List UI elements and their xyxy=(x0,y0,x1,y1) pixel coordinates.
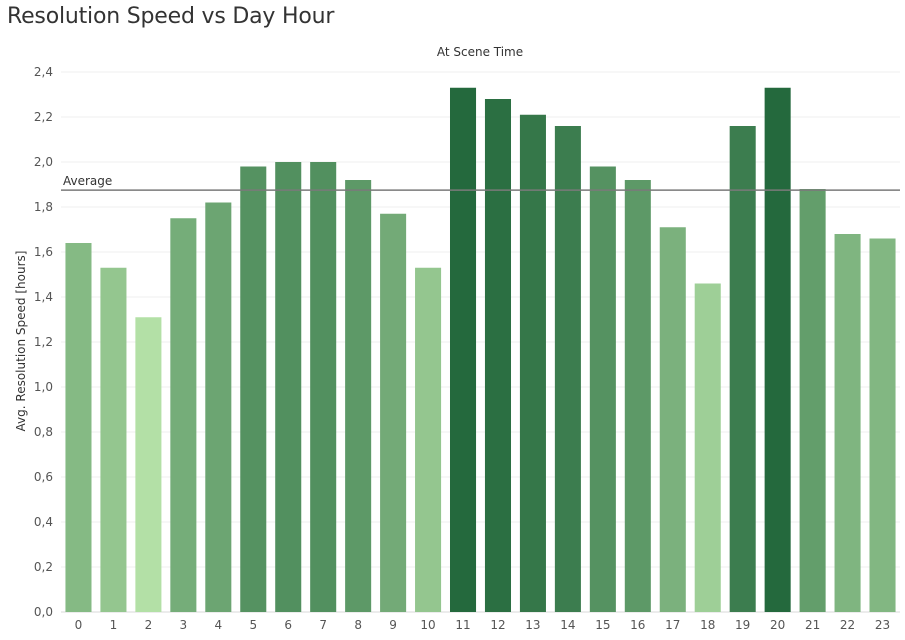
x-tick-label: 15 xyxy=(595,618,610,632)
x-tick-label: 4 xyxy=(214,618,222,632)
x-tick-label: 12 xyxy=(490,618,505,632)
bars xyxy=(65,87,896,613)
bar[interactable] xyxy=(415,267,442,612)
x-tick-label: 1 xyxy=(110,618,118,632)
bar[interactable] xyxy=(729,126,756,612)
bar[interactable] xyxy=(275,162,302,612)
y-axis-ticks: 0,0 0,2 0,4 0,6 0,8 1,0 1,2 1,4 1,6 1,8 2,0 2,2 2,4 xyxy=(34,65,53,619)
x-tick-label: 23 xyxy=(875,618,890,632)
x-tick-label: 8 xyxy=(354,618,362,632)
bar[interactable] xyxy=(484,99,512,612)
bar[interactable] xyxy=(345,180,372,612)
x-tick-label: 22 xyxy=(840,618,855,632)
x-axis-ticks: 0 1 2 3 4 5 6 7 8 9 10 11 12 13 14 15 16 17 18 19 20 21 22 23 xyxy=(75,618,891,632)
x-tick-label: 13 xyxy=(525,618,540,632)
bar[interactable] xyxy=(65,243,92,612)
y-tick-label: 0,8 xyxy=(34,425,53,439)
y-tick-label: 0,2 xyxy=(34,560,53,574)
x-tick-label: 3 xyxy=(180,618,188,632)
x-tick-label: 16 xyxy=(630,618,645,632)
chart-subtitle: At Scene Time xyxy=(437,45,523,59)
chart-title: Resolution Speed vs Day Hour xyxy=(7,4,335,29)
bar[interactable] xyxy=(449,87,477,612)
bar[interactable] xyxy=(100,267,127,612)
x-tick-label: 2 xyxy=(145,618,153,632)
y-tick-label: 2,0 xyxy=(34,155,53,169)
bar[interactable] xyxy=(310,162,337,612)
bar[interactable] xyxy=(205,202,232,613)
y-tick-label: 1,4 xyxy=(34,290,53,304)
bar[interactable] xyxy=(624,180,651,612)
y-tick-label: 1,2 xyxy=(34,335,53,349)
bar[interactable] xyxy=(589,166,616,613)
y-tick-label: 0,0 xyxy=(34,605,53,619)
x-tick-label: 19 xyxy=(735,618,750,632)
y-tick-label: 2,2 xyxy=(34,110,53,124)
x-tick-label: 18 xyxy=(700,618,715,632)
bar[interactable] xyxy=(380,213,407,612)
y-tick-label: 1,0 xyxy=(34,380,53,394)
bar[interactable] xyxy=(869,238,896,613)
x-tick-label: 6 xyxy=(284,618,292,632)
bar[interactable] xyxy=(764,87,791,612)
y-tick-label: 2,4 xyxy=(34,65,53,79)
x-tick-label: 11 xyxy=(455,618,470,632)
bar[interactable] xyxy=(694,283,721,613)
bar[interactable] xyxy=(170,218,197,612)
bar[interactable] xyxy=(240,166,267,613)
y-tick-label: 0,4 xyxy=(34,515,53,529)
x-tick-label: 5 xyxy=(249,618,257,632)
y-tick-label: 1,6 xyxy=(34,245,53,259)
x-tick-label: 17 xyxy=(665,618,680,632)
gridlines xyxy=(61,71,900,613)
y-tick-label: 1,8 xyxy=(34,200,53,214)
x-tick-label: 14 xyxy=(560,618,575,632)
x-tick-label: 10 xyxy=(420,618,435,632)
x-tick-label: 9 xyxy=(389,618,397,632)
x-tick-label: 0 xyxy=(75,618,83,632)
x-tick-label: 20 xyxy=(770,618,785,632)
x-tick-label: 21 xyxy=(805,618,820,632)
average-label: Average xyxy=(63,174,112,188)
y-tick-label: 0,6 xyxy=(34,470,53,484)
bar[interactable] xyxy=(834,234,861,612)
bar[interactable] xyxy=(554,126,581,612)
bar[interactable] xyxy=(135,317,162,612)
bar[interactable] xyxy=(799,189,826,612)
bar[interactable] xyxy=(519,114,546,612)
y-axis-title: Avg. Resolution Speed [hours] xyxy=(14,251,28,432)
x-tick-label: 7 xyxy=(319,618,327,632)
bar[interactable] xyxy=(659,227,686,612)
